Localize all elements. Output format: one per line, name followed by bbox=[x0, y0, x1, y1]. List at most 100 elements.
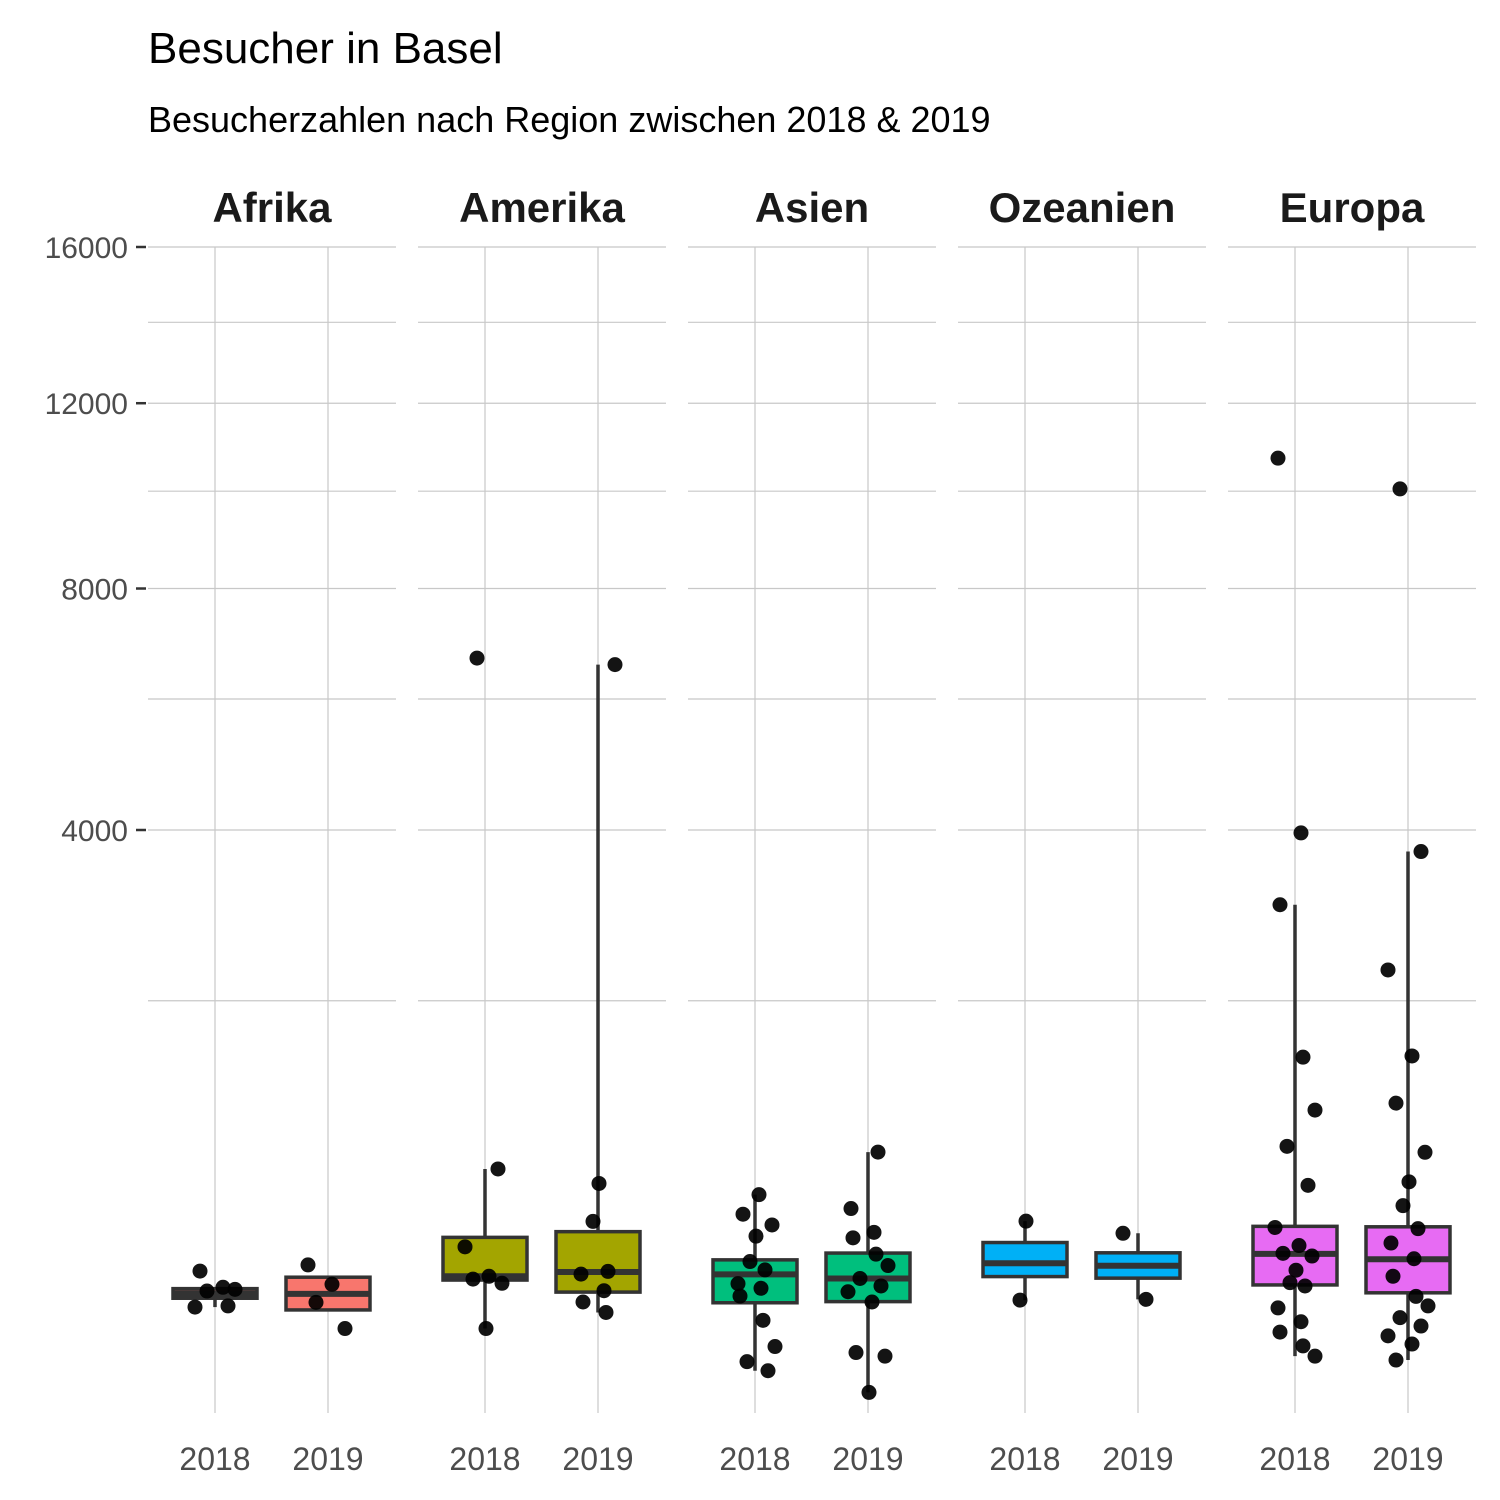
data-point bbox=[1392, 1310, 1408, 1326]
data-point bbox=[1413, 844, 1429, 860]
data-point bbox=[843, 1201, 859, 1217]
chart-title: Besucher in Basel bbox=[148, 24, 503, 73]
x-tick-label: 2019 bbox=[1372, 1441, 1443, 1477]
data-point bbox=[760, 1363, 776, 1379]
data-point bbox=[1395, 1198, 1411, 1214]
data-point bbox=[478, 1321, 494, 1337]
facet-strip-label: Amerika bbox=[459, 184, 625, 231]
y-tick-label: 12000 bbox=[45, 388, 128, 421]
data-point bbox=[1413, 1318, 1429, 1334]
data-point bbox=[227, 1281, 243, 1297]
data-point bbox=[575, 1294, 591, 1310]
y-tick-label: 8000 bbox=[61, 574, 128, 607]
data-point bbox=[1012, 1292, 1028, 1308]
plot-area: 16000 12000 8000 4000 Afrika 2018 2019 Amerika 2… bbox=[45, 184, 1476, 1477]
data-point bbox=[735, 1206, 751, 1222]
data-point bbox=[1288, 1262, 1304, 1278]
data-point bbox=[870, 1144, 886, 1160]
data-point bbox=[1275, 1245, 1291, 1261]
data-point bbox=[1295, 1338, 1311, 1354]
data-point bbox=[1293, 1314, 1309, 1330]
data-point bbox=[1304, 1248, 1320, 1264]
facet-strip-label: Ozeanien bbox=[989, 184, 1176, 231]
data-point bbox=[1291, 1238, 1307, 1254]
data-point bbox=[1293, 825, 1309, 841]
data-point bbox=[1307, 1348, 1323, 1364]
data-point bbox=[490, 1161, 506, 1177]
data-point bbox=[1388, 1352, 1404, 1368]
x-tick-label: 2018 bbox=[989, 1441, 1060, 1477]
data-point bbox=[742, 1254, 758, 1270]
data-point bbox=[1138, 1291, 1154, 1307]
data-point bbox=[1300, 1177, 1316, 1193]
x-tick-label: 2018 bbox=[449, 1441, 520, 1477]
x-tick-label: 2019 bbox=[292, 1441, 363, 1477]
data-point bbox=[337, 1321, 353, 1337]
data-point bbox=[457, 1239, 473, 1255]
data-point bbox=[1404, 1336, 1420, 1352]
data-point bbox=[598, 1304, 614, 1320]
data-point bbox=[748, 1228, 764, 1244]
data-point bbox=[1307, 1102, 1323, 1118]
chart-subtitle: Besucherzahlen nach Region zwischen 2018… bbox=[148, 99, 991, 140]
x-tick-label: 2018 bbox=[719, 1441, 790, 1477]
data-point bbox=[220, 1298, 236, 1314]
data-point bbox=[469, 650, 485, 666]
data-point bbox=[1270, 1300, 1286, 1316]
data-point bbox=[585, 1213, 601, 1229]
box bbox=[554, 1229, 642, 1294]
x-tick-label: 2019 bbox=[562, 1441, 633, 1477]
data-point bbox=[1380, 962, 1396, 978]
facet-panel: Afrika 2018 2019 bbox=[148, 184, 396, 1477]
data-point bbox=[1404, 1048, 1420, 1064]
data-point bbox=[465, 1271, 481, 1287]
data-point bbox=[755, 1312, 771, 1328]
data-point bbox=[1401, 1174, 1417, 1190]
data-point bbox=[600, 1263, 616, 1279]
x-tick-label: 2018 bbox=[1259, 1441, 1330, 1477]
data-point bbox=[187, 1299, 203, 1315]
data-point bbox=[848, 1345, 864, 1361]
data-point bbox=[861, 1384, 877, 1400]
x-tick-label: 2019 bbox=[1102, 1441, 1173, 1477]
data-point bbox=[300, 1257, 316, 1273]
data-point bbox=[324, 1276, 340, 1292]
data-point bbox=[591, 1175, 607, 1191]
x-tick-label: 2018 bbox=[179, 1441, 250, 1477]
data-point bbox=[1417, 1144, 1433, 1160]
data-point bbox=[1392, 481, 1408, 497]
data-point bbox=[877, 1348, 893, 1364]
data-point bbox=[1267, 1219, 1283, 1235]
box bbox=[711, 1258, 799, 1305]
data-point bbox=[494, 1275, 510, 1291]
facet-panel: Europa 2018 2019 bbox=[1228, 184, 1476, 1477]
data-point bbox=[767, 1339, 783, 1355]
data-point bbox=[730, 1276, 746, 1292]
data-point bbox=[1406, 1251, 1422, 1267]
facet-panel: Ozeanien 2018 2019 bbox=[958, 184, 1206, 1477]
facet-panel: Amerika 2018 2019 bbox=[418, 184, 666, 1477]
data-point bbox=[1408, 1288, 1424, 1304]
data-point bbox=[308, 1294, 324, 1310]
facet-strip-label: Afrika bbox=[212, 184, 332, 231]
data-point bbox=[739, 1354, 755, 1370]
data-point bbox=[1383, 1235, 1399, 1251]
data-point bbox=[1410, 1221, 1426, 1237]
data-point bbox=[1272, 897, 1288, 913]
x-tick-label: 2019 bbox=[832, 1441, 903, 1477]
data-point bbox=[864, 1294, 880, 1310]
data-point bbox=[764, 1217, 780, 1233]
data-point bbox=[1282, 1275, 1298, 1291]
data-point bbox=[1420, 1298, 1436, 1314]
data-point bbox=[199, 1283, 215, 1299]
facet-strip-label: Europa bbox=[1280, 184, 1425, 231]
data-point bbox=[873, 1278, 889, 1294]
data-point bbox=[732, 1288, 748, 1304]
y-tick-label: 16000 bbox=[45, 232, 128, 265]
data-point bbox=[753, 1280, 769, 1296]
data-point bbox=[1388, 1095, 1404, 1111]
data-point bbox=[481, 1268, 497, 1284]
data-point bbox=[1270, 450, 1286, 466]
data-point bbox=[840, 1284, 856, 1300]
